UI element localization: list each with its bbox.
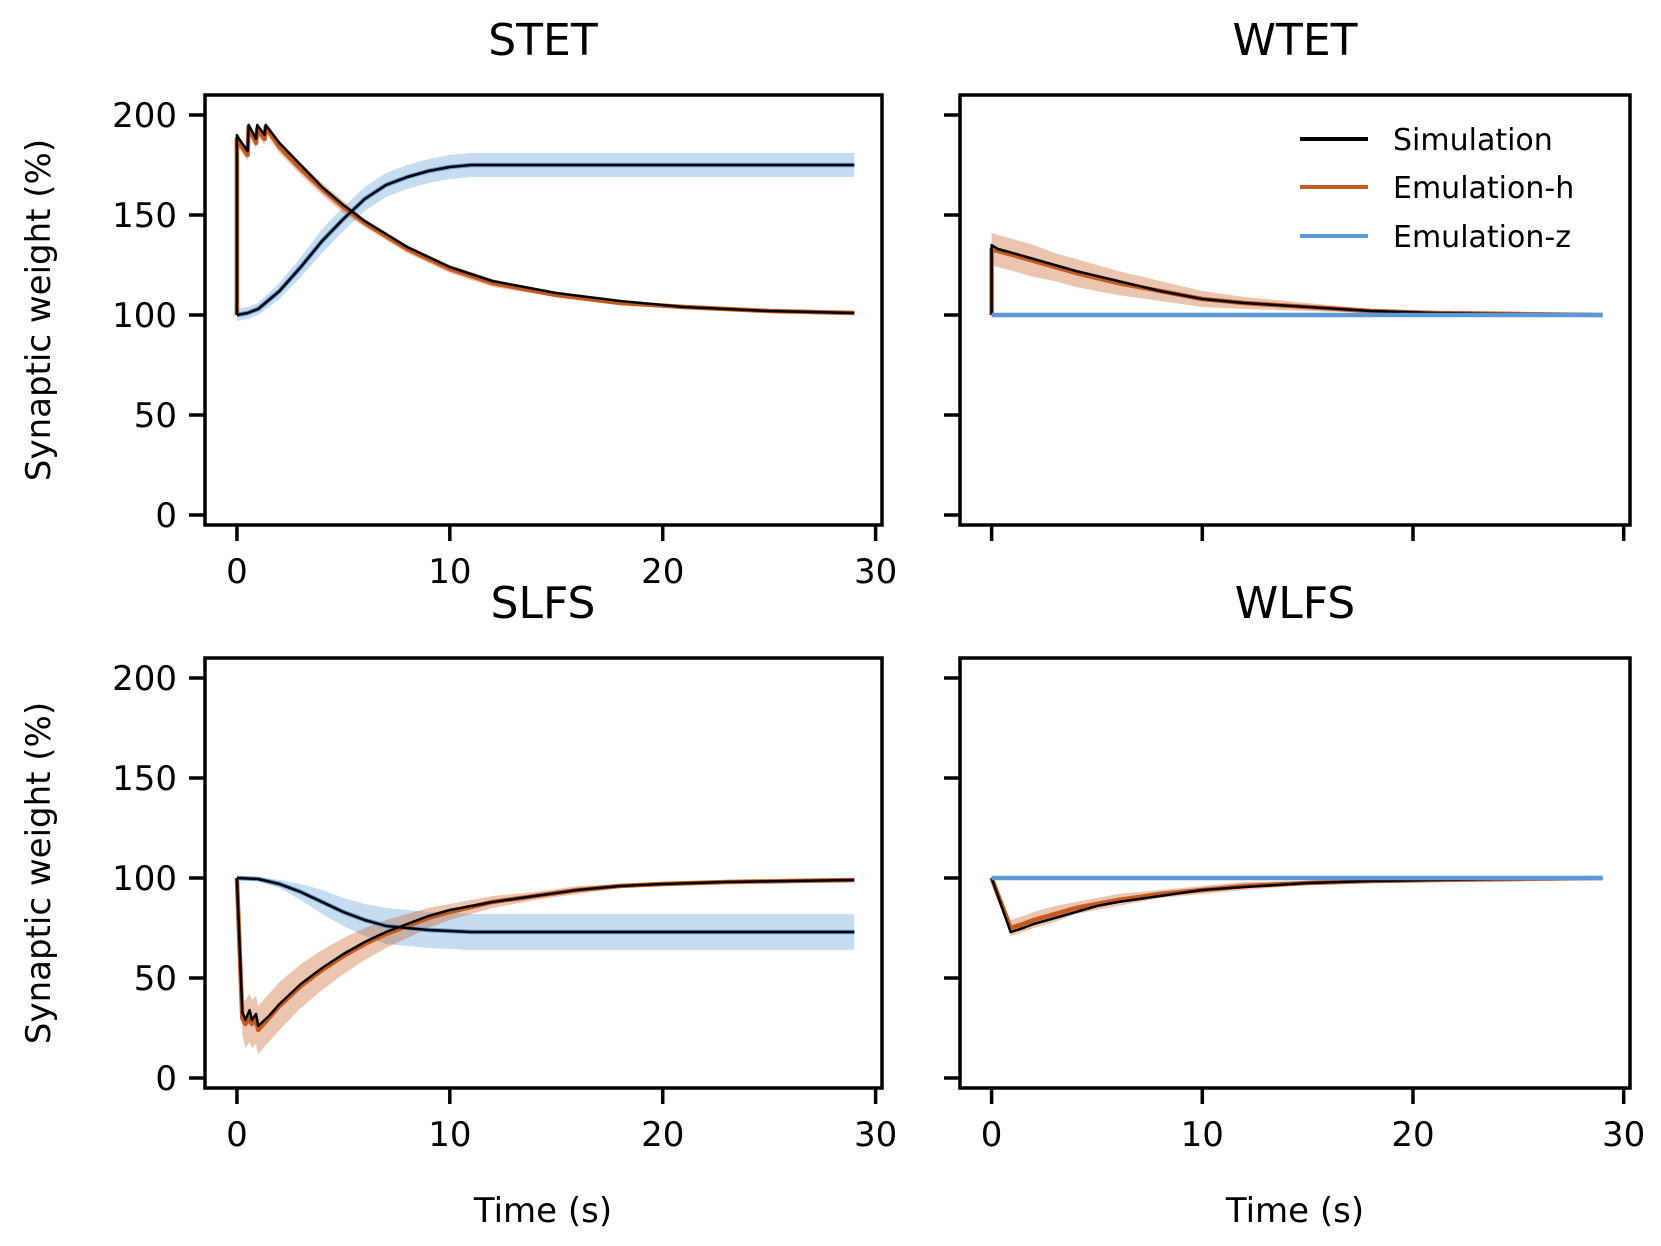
- x-tick-label: 0: [981, 1115, 1003, 1155]
- band-emulation-h: [236, 878, 855, 1054]
- panel-title: WLFS: [1235, 578, 1355, 629]
- x-tick-label: 10: [1181, 1115, 1224, 1155]
- series-line-simulation: [990, 243, 1603, 317]
- x-tick-label: 30: [854, 1115, 897, 1155]
- legend: Simulation Emulation-h Emulation-z: [1300, 123, 1574, 255]
- x-tick-label: 0: [226, 552, 248, 592]
- y-tick-label: 100: [112, 859, 177, 899]
- y-tick-label: 0: [155, 496, 177, 536]
- series-line-simulation: [236, 876, 855, 934]
- axes-frame: [958, 93, 1632, 527]
- band-emulation-z: [236, 153, 855, 321]
- x-axis-label-right: Time (s): [1225, 1191, 1364, 1231]
- y-tick-label: 0: [155, 1059, 177, 1099]
- x-tick-label: 20: [641, 1115, 684, 1155]
- band-emulation-h: [991, 878, 1603, 936]
- series-line-simulation: [235, 123, 855, 315]
- band-emulation-h: [236, 121, 855, 315]
- legend-label-emulation-z: Emulation-z: [1393, 220, 1571, 255]
- axes-frame: [203, 656, 884, 1090]
- band-emulation-z: [236, 877, 855, 950]
- y-tick-label: 150: [112, 759, 177, 799]
- y-tick-label: 50: [134, 396, 177, 436]
- panel-stet: STET 0 10 20 30 0 50 100 150 200: [112, 15, 897, 592]
- legend-label-simulation: Simulation: [1393, 123, 1553, 158]
- panel-title: STET: [488, 15, 598, 66]
- legend-label-emulation-h: Emulation-h: [1393, 171, 1574, 206]
- x-tick-label: 20: [641, 552, 684, 592]
- axes-frame: [203, 93, 884, 527]
- series-line-simulation: [990, 876, 1603, 934]
- x-tick-label: 20: [1391, 1115, 1434, 1155]
- y-axis-label-top: Synaptic weight (%): [19, 139, 59, 481]
- y-tick-label: 200: [112, 96, 177, 136]
- x-tick-label: 10: [428, 1115, 471, 1155]
- panel-slfs: SLFS 0 10 20 30 0 50 100 150 200: [112, 578, 897, 1155]
- panel-wtet: WTET: [944, 15, 1632, 541]
- panel-title: WTET: [1232, 15, 1357, 66]
- panel-title: SLFS: [491, 578, 596, 629]
- axes-frame: [958, 656, 1632, 1090]
- y-tick-label: 150: [112, 196, 177, 236]
- series-line-simulation: [236, 163, 855, 317]
- x-tick-label: 30: [854, 552, 897, 592]
- x-tick-label: 0: [226, 1115, 248, 1155]
- x-tick-label: 30: [1602, 1115, 1645, 1155]
- band-emulation-h: [991, 233, 1603, 316]
- x-tick-label: 10: [428, 552, 471, 592]
- series-line-simulation: [235, 877, 855, 1028]
- y-tick-label: 100: [112, 296, 177, 336]
- y-tick-label: 50: [134, 959, 177, 999]
- x-axis-label-left: Time (s): [473, 1191, 612, 1231]
- y-tick-label: 200: [112, 659, 177, 699]
- y-axis-label-bottom: Synaptic weight (%): [19, 702, 59, 1044]
- panel-wlfs: WLFS 0 10 20 30: [944, 578, 1645, 1155]
